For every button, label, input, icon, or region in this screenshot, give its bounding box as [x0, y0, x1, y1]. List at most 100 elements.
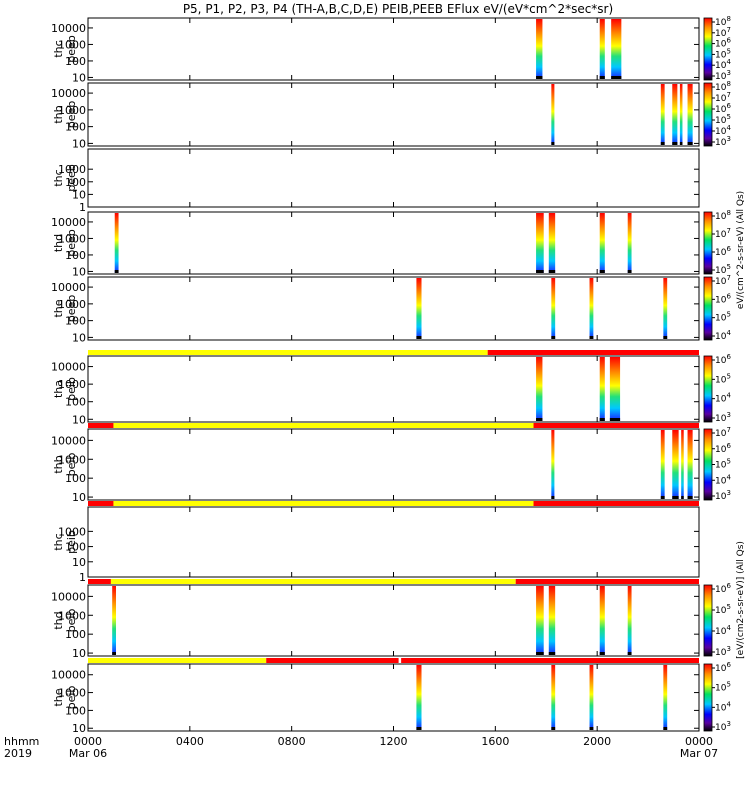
spectrogram-burst — [609, 357, 621, 421]
spectrogram-burst-base — [660, 142, 665, 145]
panel-type-label: peib — [65, 377, 78, 401]
spectrogram-burst — [672, 430, 679, 499]
colorbar-tick-label: 105 — [715, 681, 731, 694]
colorbar — [703, 276, 713, 341]
y-tick-label: 1000 — [58, 38, 86, 51]
panel-probe-label: thb — [52, 105, 65, 123]
spectrogram-burst — [551, 430, 555, 499]
spectrogram-burst — [551, 665, 556, 730]
spectrogram-burst-base — [611, 76, 622, 79]
y-tick-label: 10 — [72, 647, 86, 660]
y-tick-label: 100 — [65, 315, 86, 328]
y-tick-label: 100 — [65, 396, 86, 409]
y-tick-label: 10 — [72, 265, 86, 278]
spectrogram-burst-base — [687, 142, 693, 145]
x-tick-label: 0800 — [278, 735, 306, 748]
spectrogram-burst — [687, 430, 693, 499]
spectrogram-burst-base — [416, 336, 422, 339]
colorbar-tick-label: 103 — [715, 489, 731, 502]
colorbar-tick-label: 104 — [715, 392, 731, 405]
colorbar — [703, 355, 713, 423]
y-tick-label: 100 — [65, 472, 86, 485]
panel-probe-label: thc — [52, 533, 65, 550]
spectrogram-burst — [663, 278, 668, 339]
colorbar-tick-label: 106 — [715, 292, 731, 305]
spectrogram-burst — [551, 84, 555, 145]
time-row2-label: 2019 — [4, 747, 32, 760]
panel-frame — [87, 663, 700, 732]
time-row1-label: hhmm — [4, 735, 39, 748]
status-bar-segment — [88, 579, 111, 584]
colorbar-tick-label: 105 — [715, 458, 731, 471]
colorbar-tick-label: 103 — [715, 720, 731, 733]
y-tick-label: 1000 — [58, 232, 86, 245]
x-tick-label: 1600 — [481, 735, 509, 748]
panel-frame — [87, 211, 700, 275]
spectrogram-burst-base — [599, 652, 605, 655]
y-tick-label: 10000 — [51, 361, 86, 374]
colorbar-tick-label: 103 — [715, 645, 731, 658]
spectrogram-burst-base — [599, 418, 605, 421]
spectrogram-burst — [589, 278, 594, 339]
status-bar-segment — [533, 423, 699, 428]
spectrogram-burst — [627, 213, 632, 273]
spectrogram-burst-base — [672, 496, 679, 499]
y-tick-label: 1 — [79, 571, 86, 584]
status-bar-segment — [113, 423, 534, 428]
y-tick-label: 1000 — [58, 163, 86, 176]
x-tick-label: 2000 — [583, 735, 611, 748]
y-tick-label: 100 — [65, 704, 86, 717]
spectrogram-burst-base — [681, 496, 684, 499]
spectrogram-burst-base — [672, 142, 678, 145]
x-tick-label: 0000 — [74, 735, 102, 748]
y-tick-label: 10 — [72, 413, 86, 426]
status-bar-segment — [113, 501, 534, 506]
y-tick-label: 10 — [72, 188, 86, 201]
spectrogram-burst — [599, 19, 605, 79]
y-tick-label: 100 — [65, 249, 86, 262]
status-bar-segment — [515, 579, 699, 584]
spectrogram-burst — [536, 213, 544, 273]
x-tick-label: 0000 — [685, 735, 713, 748]
panel-frame — [87, 584, 700, 657]
panel-frame — [87, 17, 700, 81]
panel-type-label: peib — [65, 453, 78, 477]
spectrogram-burst-base — [551, 336, 556, 339]
panel-type-label: peeb — [65, 229, 78, 257]
spectrogram-burst — [416, 665, 422, 730]
colorbar-tick-label: 105 — [715, 311, 731, 324]
spectrogram-burst-base — [551, 496, 555, 499]
y-tick-label: 100 — [65, 55, 86, 68]
colorbar-title-peeb: eV/(cm^2-s-sr-eV) (All Qs) — [736, 191, 746, 309]
panel-probe-label: thd — [52, 234, 65, 252]
colorbar-tick-label: 105 — [715, 372, 731, 385]
y-tick-label: 10 — [72, 556, 86, 569]
y-tick-label: 1 — [79, 201, 86, 214]
spectrogram-burst — [112, 586, 117, 655]
panel-probe-label: thc — [52, 169, 65, 186]
spectrogram-burst — [681, 430, 684, 499]
y-tick-label: 1000 — [58, 104, 86, 117]
spectrogram-burst-base — [589, 727, 594, 730]
y-tick-label: 100 — [65, 628, 86, 641]
y-tick-label: 100 — [65, 541, 86, 554]
spectrogram-burst — [599, 586, 605, 655]
spectrogram-burst-base — [687, 496, 693, 499]
y-tick-label: 1000 — [58, 687, 86, 700]
spectrogram-burst — [551, 278, 556, 339]
spectrogram-burst — [114, 213, 119, 273]
spectrogram-burst — [416, 278, 422, 339]
spectrogram-burst-base — [536, 270, 544, 273]
spectrogram-burst — [536, 586, 544, 655]
panel-type-label: peeb — [65, 35, 78, 63]
spectrogram-burst-base — [663, 727, 668, 730]
panel-probe-label: thb — [52, 455, 65, 473]
status-bar-segment — [88, 501, 114, 506]
spectrogram-burst — [687, 84, 693, 145]
y-tick-label: 100 — [65, 121, 86, 134]
colorbar-tick-label: 107 — [715, 227, 731, 240]
colorbar-tick-label: 106 — [715, 353, 731, 366]
y-tick-label: 100 — [65, 176, 86, 189]
spectrogram-burst-base — [679, 142, 683, 145]
